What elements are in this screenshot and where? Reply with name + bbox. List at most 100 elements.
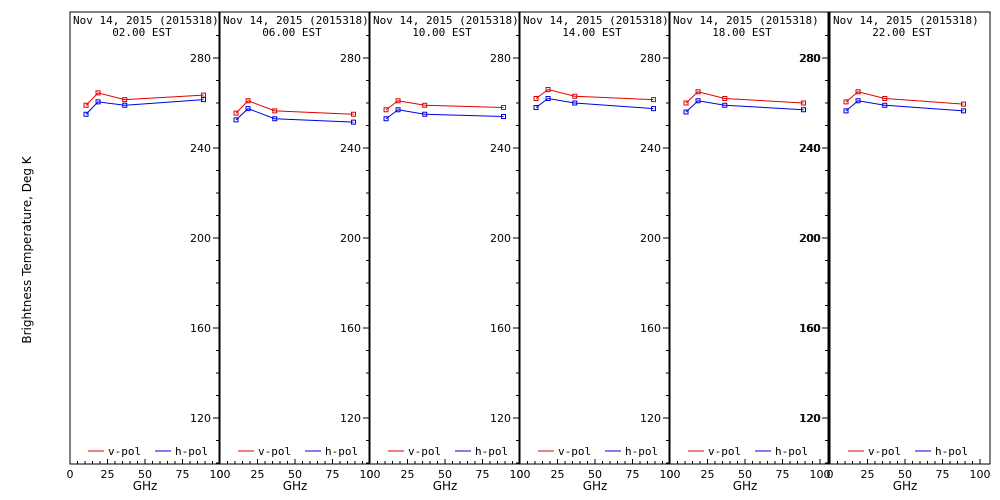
panel-title-time: 06.00 EST — [262, 26, 322, 39]
legend: v-pol h-pol — [388, 445, 508, 458]
y-tick-label: 200 — [800, 232, 821, 245]
data-point-h-pol — [233, 117, 239, 123]
legend-label-h-pol: h-pol — [475, 445, 508, 458]
data-point-h-pol — [272, 116, 278, 122]
x-tick-label: 50 — [288, 468, 302, 481]
panel-title-date: Nov 14, 2015 (2015318) — [523, 14, 669, 27]
data-point-v-pol — [695, 89, 701, 95]
data-point-h-pol — [395, 107, 401, 113]
legend-label-h-pol: h-pol — [625, 445, 658, 458]
y-tick-label: 280 — [490, 52, 511, 65]
y-tick-label: 160 — [190, 322, 211, 335]
legend-label-v-pol: v-pol — [108, 445, 141, 458]
y-tick-label: 160 — [799, 322, 820, 335]
y-tick-label: 240 — [190, 142, 211, 155]
series-line-h-pol — [385, 109, 504, 120]
x-tick-label: 100 — [970, 468, 991, 481]
data-point-h-pol — [855, 98, 861, 104]
x-tick-label: 50 — [898, 468, 912, 481]
panel-title-date: Nov 14, 2015 (2015318) — [673, 14, 819, 27]
legend: v-pol h-pol — [848, 445, 968, 458]
x-tick-label: 25 — [251, 468, 265, 481]
x-tick-label: 25 — [101, 468, 115, 481]
data-point-v-pol — [351, 111, 356, 117]
series-line-h-pol — [685, 100, 804, 113]
series-line-h-pol — [535, 97, 654, 110]
y-tick-label: 160 — [340, 322, 361, 335]
x-tick-label: 50 — [738, 468, 752, 481]
data-point-h-pol — [383, 116, 389, 122]
panel-4: Nov 14, 2015 (2015318)14.00 EST 120 160 200… — [517, 11, 681, 493]
x-axis-label: GHz — [283, 479, 308, 493]
legend-label-v-pol: v-pol — [558, 445, 591, 458]
x-tick-label: 0 — [667, 468, 674, 481]
x-tick-label: 75 — [626, 468, 640, 481]
panel-3: Nov 14, 2015 (2015318)10.00 EST 120 160 200… — [367, 11, 531, 493]
data-point-h-pol — [801, 107, 806, 113]
y-tick-label: 280 — [640, 52, 661, 65]
data-point-h-pol — [961, 108, 966, 114]
data-point-h-pol — [843, 108, 849, 114]
y-tick-label: 200 — [340, 232, 361, 245]
series-line-v-pol — [845, 91, 964, 105]
data-point-v-pol — [501, 105, 506, 110]
data-point-v-pol — [233, 110, 239, 116]
panel-2: Nov 14, 2015 (2015318)06.00 EST 120 160 200… — [217, 11, 381, 493]
y-tick-label: 120 — [800, 412, 821, 425]
x-tick-label: 100 — [660, 468, 681, 481]
y-tick-label: 240 — [799, 142, 820, 155]
x-tick-label: 0 — [517, 468, 524, 481]
x-tick-label: 25 — [701, 468, 715, 481]
data-point-h-pol — [545, 96, 551, 101]
data-point-v-pol — [272, 108, 278, 114]
y-tick-label: 200 — [799, 232, 820, 245]
series-line-v-pol — [685, 91, 804, 104]
data-point-v-pol — [855, 89, 861, 95]
data-point-v-pol — [683, 100, 689, 106]
series-line-v-pol — [85, 92, 204, 106]
legend: v-pol h-pol — [538, 445, 658, 458]
panel-title-time: 02.00 EST — [112, 26, 172, 39]
x-tick-label: 100 — [210, 468, 231, 481]
y-tick-label: 160 — [640, 322, 661, 335]
data-point-v-pol — [882, 96, 888, 101]
x-tick-label: 75 — [176, 468, 190, 481]
y-tick-label: 120 — [340, 412, 361, 425]
x-tick-label: 0 — [367, 468, 374, 481]
legend: v-pol h-pol — [238, 445, 358, 458]
x-tick-label: 25 — [401, 468, 415, 481]
y-tick-label: 280 — [340, 52, 361, 65]
data-point-v-pol — [533, 96, 539, 101]
y-tick-label: 160 — [800, 322, 821, 335]
y-tick-label: 240 — [640, 142, 661, 155]
x-tick-label: 0 — [217, 468, 224, 481]
y-tick-label: 160 — [490, 322, 511, 335]
data-point-h-pol — [95, 99, 101, 105]
data-point-v-pol — [95, 90, 101, 96]
data-point-v-pol — [801, 100, 806, 106]
y-tick-label: 120 — [799, 412, 820, 425]
x-tick-label: 75 — [326, 468, 340, 481]
data-point-h-pol — [882, 102, 888, 108]
data-point-v-pol — [383, 107, 389, 113]
panel-title-time: 18.00 EST — [712, 26, 772, 39]
y-tick-label: 240 — [490, 142, 511, 155]
x-tick-label: 25 — [861, 468, 875, 481]
x-axis-label: GHz — [583, 479, 608, 493]
data-point-v-pol — [395, 98, 401, 104]
panel-title-date: Nov 14, 2015 (2015318) — [373, 14, 519, 27]
legend-label-v-pol: v-pol — [868, 445, 901, 458]
x-axis-label: GHz — [133, 479, 158, 493]
legend-label-v-pol: v-pol — [258, 445, 291, 458]
y-tick-label: 240 — [800, 142, 821, 155]
x-axis-label: GHz — [433, 479, 458, 493]
data-point-h-pol — [201, 97, 206, 103]
data-point-h-pol — [245, 106, 251, 112]
data-point-h-pol — [695, 98, 701, 104]
x-axis-label: GHz — [893, 479, 918, 493]
data-point-h-pol — [683, 109, 689, 115]
y-tick-label: 120 — [490, 412, 511, 425]
legend-label-v-pol: v-pol — [708, 445, 741, 458]
y-axis-label: Brightness Temperature, Deg K — [20, 155, 34, 343]
panel-title-time: 22.00 EST — [872, 26, 932, 39]
